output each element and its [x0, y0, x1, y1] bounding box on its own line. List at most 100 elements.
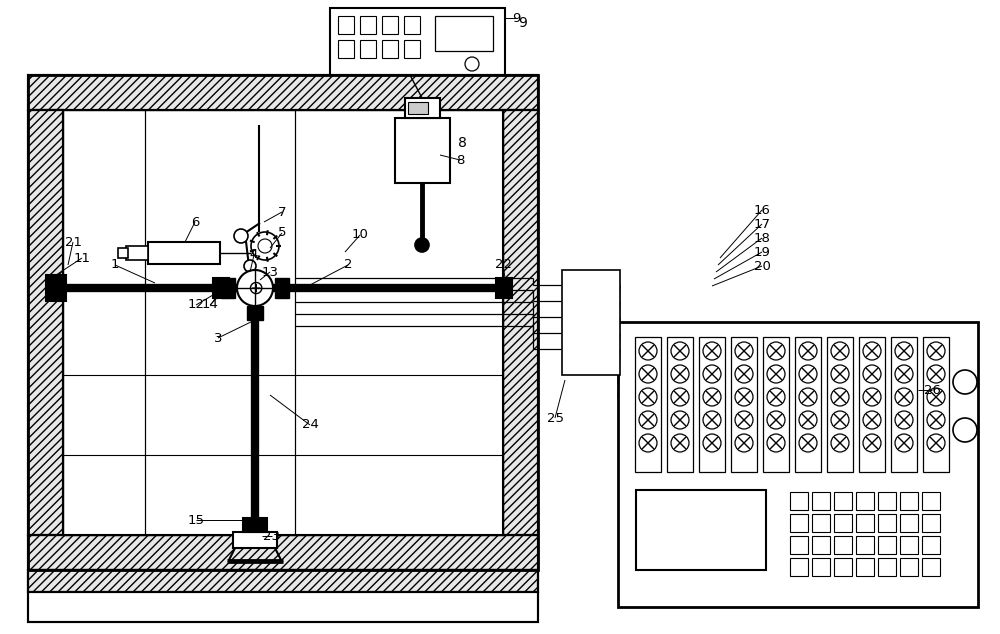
Text: 18: 18: [754, 231, 770, 245]
Circle shape: [735, 434, 753, 452]
Bar: [395, 118, 450, 183]
Circle shape: [927, 365, 945, 383]
Text: 7: 7: [278, 205, 286, 219]
Bar: [28, 110, 63, 535]
Circle shape: [244, 260, 256, 272]
Circle shape: [767, 411, 785, 429]
Bar: [28, 570, 538, 592]
Bar: [878, 558, 896, 576]
Circle shape: [767, 365, 785, 383]
Bar: [126, 246, 148, 260]
Text: 23: 23: [264, 529, 280, 543]
Circle shape: [767, 434, 785, 452]
Text: 6: 6: [191, 216, 199, 228]
Bar: [405, 98, 440, 118]
Circle shape: [671, 342, 689, 360]
Bar: [790, 514, 808, 532]
Text: 12: 12: [188, 299, 205, 311]
Bar: [856, 536, 874, 554]
Text: 16: 16: [754, 204, 770, 216]
Bar: [28, 110, 63, 535]
Bar: [699, 337, 725, 472]
Text: 17: 17: [754, 217, 770, 231]
Text: 21: 21: [64, 235, 82, 249]
Bar: [790, 492, 808, 510]
Bar: [900, 492, 918, 510]
Circle shape: [831, 365, 849, 383]
Bar: [812, 558, 830, 576]
Text: 9: 9: [512, 11, 520, 25]
Bar: [28, 75, 538, 110]
Bar: [496, 278, 512, 298]
Bar: [503, 110, 538, 535]
Bar: [618, 322, 978, 607]
Circle shape: [831, 411, 849, 429]
Circle shape: [671, 365, 689, 383]
Text: 19: 19: [754, 245, 770, 259]
Circle shape: [799, 411, 817, 429]
Bar: [46, 275, 66, 301]
Bar: [213, 278, 229, 298]
Bar: [404, 40, 420, 58]
Bar: [382, 16, 398, 34]
Bar: [360, 16, 376, 34]
Text: 8: 8: [458, 136, 466, 150]
Bar: [763, 337, 789, 472]
Text: 26: 26: [924, 384, 940, 396]
Bar: [28, 535, 538, 570]
Bar: [360, 40, 376, 58]
Circle shape: [895, 388, 913, 406]
Text: 24: 24: [302, 418, 318, 432]
Circle shape: [863, 411, 881, 429]
Text: 14: 14: [202, 299, 218, 311]
Circle shape: [671, 388, 689, 406]
Bar: [28, 570, 538, 592]
Circle shape: [767, 342, 785, 360]
Circle shape: [639, 411, 657, 429]
Text: 13: 13: [262, 266, 278, 278]
Circle shape: [639, 342, 657, 360]
Bar: [891, 337, 917, 472]
Circle shape: [703, 342, 721, 360]
Bar: [148, 242, 220, 264]
Circle shape: [639, 434, 657, 452]
Circle shape: [831, 342, 849, 360]
Circle shape: [863, 342, 881, 360]
Bar: [28, 535, 538, 570]
Circle shape: [735, 342, 753, 360]
Text: 9: 9: [519, 16, 527, 30]
Bar: [827, 337, 853, 472]
Text: 22: 22: [494, 259, 512, 271]
Circle shape: [895, 342, 913, 360]
Circle shape: [927, 434, 945, 452]
Text: 25: 25: [546, 411, 564, 425]
Text: 4: 4: [250, 249, 258, 261]
Circle shape: [831, 388, 849, 406]
Bar: [923, 337, 949, 472]
Bar: [28, 75, 538, 110]
Bar: [812, 536, 830, 554]
Bar: [503, 110, 538, 535]
Bar: [28, 75, 538, 570]
Bar: [878, 514, 896, 532]
Circle shape: [927, 342, 945, 360]
Bar: [856, 492, 874, 510]
Text: 10: 10: [352, 228, 368, 242]
Bar: [118, 248, 128, 258]
Bar: [812, 514, 830, 532]
Circle shape: [703, 365, 721, 383]
Bar: [247, 306, 263, 320]
Circle shape: [953, 370, 977, 394]
Bar: [275, 278, 289, 298]
Circle shape: [639, 388, 657, 406]
Text: ⊕: ⊕: [247, 278, 263, 297]
Circle shape: [735, 411, 753, 429]
Bar: [28, 570, 538, 622]
Bar: [900, 558, 918, 576]
Circle shape: [799, 434, 817, 452]
Circle shape: [767, 388, 785, 406]
Circle shape: [234, 229, 248, 243]
Bar: [28, 110, 63, 535]
Circle shape: [863, 388, 881, 406]
Bar: [338, 40, 354, 58]
